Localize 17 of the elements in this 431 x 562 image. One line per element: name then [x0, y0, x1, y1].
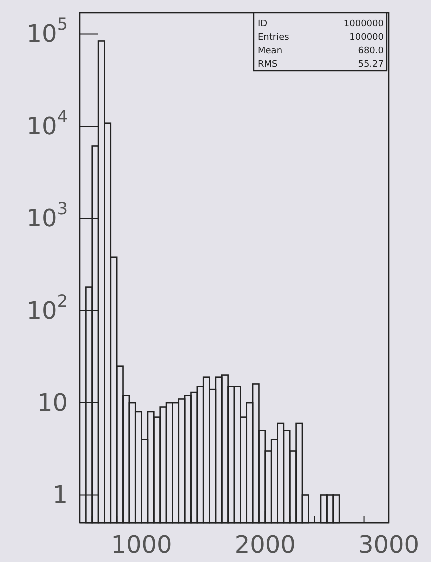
y-tick-label: 10$^{3}$ [26, 198, 68, 233]
x-tick-label: 2000 [234, 531, 296, 559]
y-tick-label: 10 [37, 389, 68, 418]
annotation: ID [258, 20, 268, 30]
annotation: 100000 [350, 33, 384, 43]
x-tick-label: 1000 [111, 531, 172, 559]
x-tick-label: 3000 [358, 531, 420, 559]
y-tick-label: 10$^{4}$ [26, 106, 68, 140]
annotation: 1000000 [344, 20, 384, 30]
annotation: 55.27 [358, 60, 384, 70]
y-tick-label: 10$^{2}$ [26, 290, 68, 325]
annotation: RMS [258, 60, 278, 70]
annotation: Mean [258, 46, 283, 56]
y-tick-label: 10$^{5}$ [26, 14, 68, 48]
annotation: 680.0 [358, 46, 384, 56]
annotation: Entries [258, 33, 290, 43]
y-tick-label: 1 [52, 481, 68, 510]
